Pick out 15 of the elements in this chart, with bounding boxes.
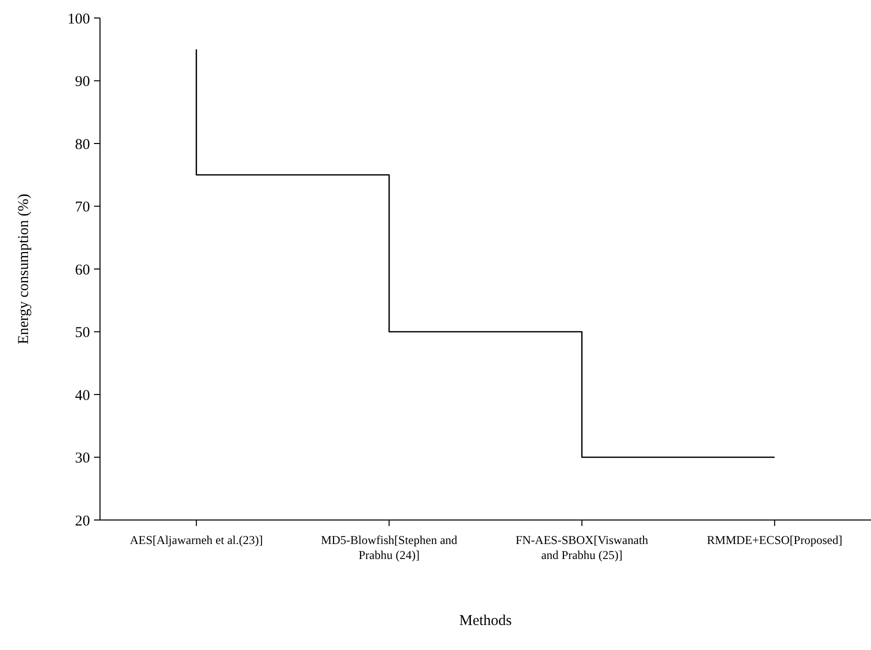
- y-tick-label: 70: [75, 200, 90, 216]
- y-tick-label: 20: [75, 513, 90, 530]
- y-tick-label: 90: [75, 74, 90, 90]
- y-tick-label: 100: [68, 11, 90, 28]
- x-tick-label: AES[Aljawarneh et al.(23)]: [130, 533, 263, 547]
- y-tick-label: 30: [75, 450, 90, 466]
- x-axis-title: Methods: [459, 613, 512, 629]
- y-axis-title: Energy consumption (%): [16, 194, 32, 344]
- y-tick-label: 60: [75, 262, 90, 278]
- x-tick-label: FN-AES-SBOX[Viswanath and Prabhu (25)]: [516, 533, 648, 562]
- y-tick-label: 80: [75, 136, 90, 153]
- x-tick-label: RMMDE+ECSO[Proposed]: [706, 533, 842, 547]
- y-tick-label: 40: [75, 388, 90, 404]
- y-tick-label: 50: [75, 325, 90, 341]
- x-tick-label: MD5-Blowfish[Stephen and Prabhu (24)]: [320, 533, 458, 562]
